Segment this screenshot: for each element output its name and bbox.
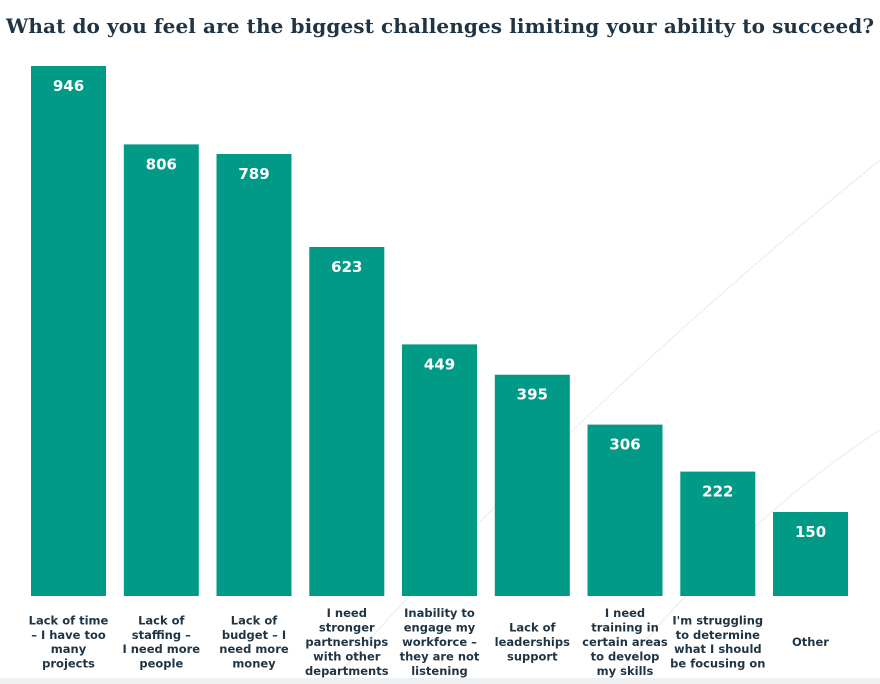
- bar: [773, 512, 848, 596]
- category-label-line: to determine: [676, 628, 761, 642]
- category-label-line: budget – I: [222, 628, 286, 642]
- bar: [680, 471, 756, 596]
- category-label: Lack of staffing – I need more people: [122, 613, 200, 670]
- category-label-line: with other: [313, 649, 381, 663]
- category-label-line: engage my: [404, 621, 476, 635]
- category-label-line: my skills: [597, 664, 654, 678]
- bar: [587, 424, 663, 596]
- category-label: Lack of leaderships support: [495, 621, 570, 664]
- bar: [402, 344, 477, 596]
- category-label-line: Lack of: [138, 613, 185, 627]
- bar: [123, 144, 199, 596]
- category-label: I need stronger partnerships with other depa…: [305, 606, 389, 678]
- bar: [216, 154, 292, 596]
- bar-value-label: 623: [331, 258, 362, 276]
- category-label-line: I need: [605, 606, 645, 620]
- category-label-line: what I should: [674, 642, 762, 656]
- category-label-line: leaderships: [495, 635, 570, 649]
- category-label-line: partnerships: [305, 635, 388, 649]
- category-label: Lack of time – I have too many projects: [29, 613, 109, 670]
- category-label-line: Lack of time: [29, 613, 109, 627]
- category-label-line: Lack of: [231, 613, 278, 627]
- category-label-line: training in: [591, 621, 659, 635]
- category-label-line: listening: [411, 664, 468, 678]
- bar: [494, 374, 570, 596]
- category-label-line: workforce –: [402, 635, 477, 649]
- bar-value-label: 789: [238, 165, 269, 183]
- bar-value-label: 449: [424, 355, 455, 373]
- category-label-line: to develop: [591, 649, 660, 663]
- bar: [31, 66, 106, 596]
- category-label-line: be focusing on: [670, 657, 765, 671]
- bar: [309, 247, 385, 596]
- bottom-divider: [0, 678, 880, 684]
- category-label: I'm struggling to determine what I should b…: [670, 613, 765, 670]
- bar-value-label: 946: [53, 77, 84, 95]
- category-label-line: certain areas: [582, 635, 668, 649]
- chart-title: What do you feel are the biggest challen…: [5, 14, 875, 38]
- bars-group: [31, 66, 848, 596]
- category-label-line: I'm struggling: [672, 613, 763, 627]
- bar-value-label: 150: [795, 523, 826, 541]
- category-label-line: many: [51, 642, 87, 656]
- category-label-line: I need: [327, 606, 367, 620]
- bar-value-label: 222: [702, 483, 733, 501]
- category-label-line: people: [139, 657, 183, 671]
- category-label-line: departments: [305, 664, 389, 678]
- category-label-line: staffing –: [132, 628, 191, 642]
- value-labels-group: 946 806 789 623 449 395 306 222 150: [53, 77, 826, 541]
- category-label: I need training in certain areas to develop…: [582, 606, 668, 678]
- category-label-line: need more: [219, 642, 289, 656]
- category-label-line: projects: [42, 657, 95, 671]
- category-label: Other: [792, 635, 829, 649]
- category-label-line: stronger: [319, 621, 375, 635]
- category-label-line: – I have too: [31, 628, 106, 642]
- category-label-line: support: [507, 649, 558, 663]
- bar-value-label: 306: [609, 436, 640, 454]
- category-label-line: they are not: [400, 649, 480, 663]
- category-labels-group: Lack of time – I have too many projectsLack…: [29, 606, 830, 678]
- decor-arc-1: [329, 159, 880, 684]
- category-label-line: Inability to: [404, 606, 475, 620]
- category-label: Inability to engage my workforce – they are…: [400, 606, 480, 678]
- category-label-line: I need more: [122, 642, 200, 656]
- category-label-line: Other: [792, 635, 829, 649]
- category-label-line: money: [232, 657, 276, 671]
- bar-value-label: 395: [517, 386, 548, 404]
- category-label-line: Lack of: [509, 621, 556, 635]
- bar-value-label: 806: [146, 155, 177, 173]
